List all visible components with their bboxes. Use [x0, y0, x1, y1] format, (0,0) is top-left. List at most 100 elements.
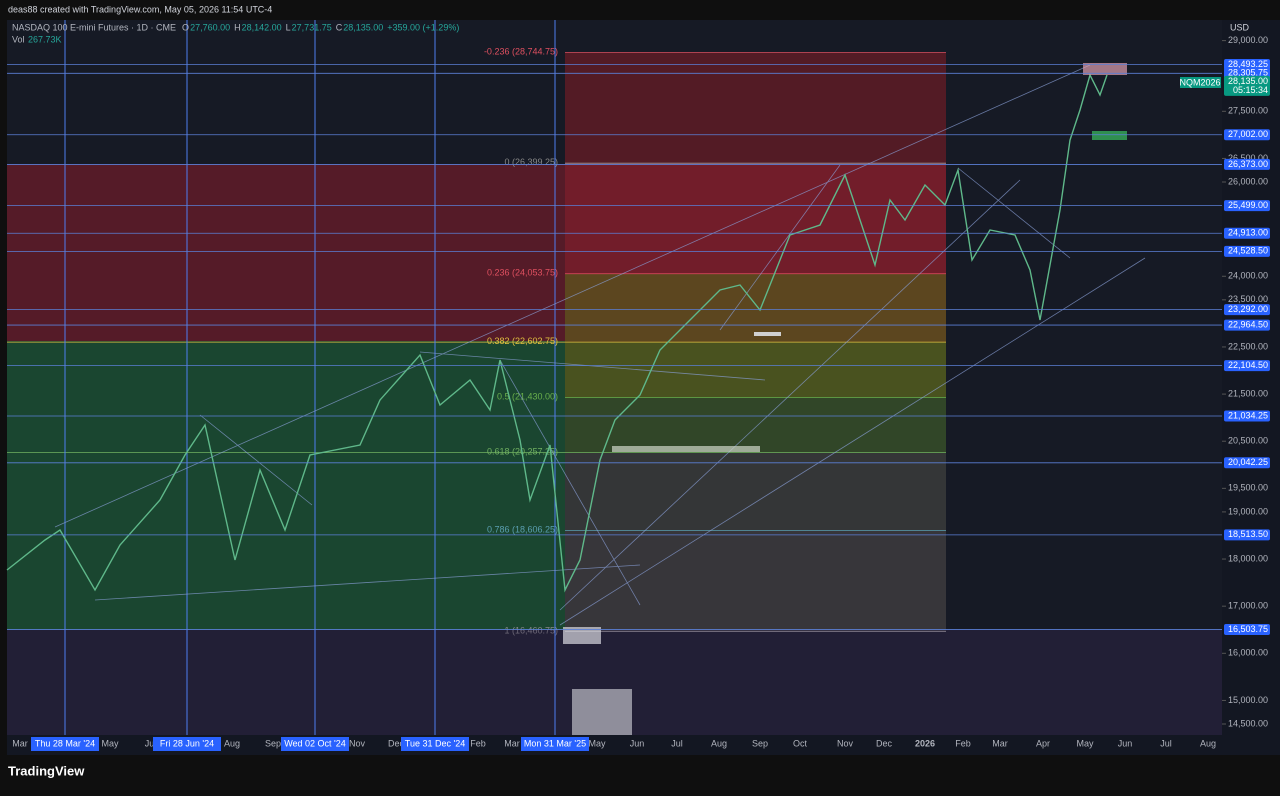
last-price-tag	[1224, 75, 1270, 96]
ohlc-value: 28,142.00	[242, 22, 282, 32]
x-tick-label: Jun	[145, 738, 160, 748]
y-tick-label: 15,000.00	[1228, 695, 1268, 705]
y-tick-label: 14,500.00	[1228, 718, 1268, 728]
level-tag	[1224, 129, 1270, 141]
x-tick-label: Jun	[630, 738, 645, 748]
level-tag	[1224, 245, 1270, 257]
x-tick-label: Aug	[1200, 738, 1216, 748]
level-tag	[1224, 227, 1270, 239]
y-tick-label: 18,000.00	[1228, 553, 1268, 563]
ohlc-key: O	[182, 22, 189, 32]
x-tick-label: Sep	[752, 738, 768, 748]
level-tag	[1224, 410, 1270, 422]
trend-line	[94, 564, 641, 601]
x-tick-label: Wed 02 Oct '24	[284, 738, 346, 748]
fib-zone	[565, 452, 946, 531]
x-tick-label: Tue 31 Dec '24	[405, 738, 465, 748]
y-tick-label: 21,500.00	[1228, 388, 1268, 398]
fib-zone	[565, 342, 946, 398]
x-tick-label: Mar	[504, 738, 520, 748]
x-tick-label: Sep	[265, 738, 281, 748]
date-highlight	[153, 737, 221, 751]
x-tick-label: Feb	[470, 738, 486, 748]
x-tick-label: Mar	[12, 738, 28, 748]
level-label: 23,292.00	[1228, 304, 1268, 314]
x-tick-label: Mar	[992, 738, 1008, 748]
trend-line	[199, 414, 313, 506]
level-tag	[1224, 529, 1270, 541]
level-label: 22,964.50	[1228, 319, 1268, 329]
x-tick-label: Thu 28 Mar '24	[35, 738, 95, 748]
level-label: 16,503.75	[1228, 624, 1268, 634]
level-tag	[1224, 360, 1270, 372]
trend-line	[54, 64, 1091, 528]
y-tick-label: 16,000.00	[1228, 648, 1268, 658]
date-highlight	[281, 737, 349, 751]
level-tag	[1224, 304, 1270, 316]
level-tag	[1224, 457, 1270, 469]
fib-label: 0.786 (18,606.25)	[487, 524, 558, 534]
level-tag	[1224, 624, 1270, 636]
marker	[1092, 131, 1127, 140]
y-tick-label: 20,500.00	[1228, 436, 1268, 446]
y-tick-label: 26,000.00	[1228, 176, 1268, 186]
level-label: 20,042.25	[1228, 457, 1268, 467]
x-tick-label: Aug	[711, 738, 727, 748]
zones: -0.236 (28,744.75) 0 (26,399.25) 0.236 (24…	[7, 47, 946, 635]
level-label: 18,513.50	[1228, 529, 1268, 539]
ohlc-value: 28,135.00	[343, 22, 383, 32]
level-tag	[1224, 319, 1270, 331]
x-tick-label: Jul	[671, 738, 683, 748]
price-line	[6, 73, 1108, 593]
brand: TradingView	[8, 763, 85, 778]
marker	[563, 627, 601, 644]
y-tick-label: 19,500.00	[1228, 483, 1268, 493]
level-label: 22,104.50	[1228, 360, 1268, 370]
vol-label: Vol	[12, 34, 25, 44]
level-label: 24,913.00	[1228, 228, 1268, 238]
change: +359.00 (+1.29%)	[387, 22, 459, 32]
x-tick-label: Nov	[837, 738, 854, 748]
fib-label: 0 (26,399.25)	[504, 157, 558, 167]
level-label: 26,373.00	[1228, 159, 1268, 169]
ohlc-value: 27,760.00	[190, 22, 230, 32]
date-highlight	[31, 737, 99, 751]
fib-label: 0.236 (24,053.75)	[487, 268, 558, 278]
y-tick-label: 19,000.00	[1228, 506, 1268, 516]
fib-label: 0.5 (21,430.00)	[497, 391, 558, 401]
x-tick-label: Jun	[1118, 738, 1133, 748]
x-tick-label: Fri 28 Jun '24	[160, 738, 214, 748]
x-tick-label: Nov	[349, 738, 366, 748]
y-tick-label: 29,000.00	[1228, 35, 1268, 45]
countdown: 05:15:34	[1233, 85, 1268, 95]
date-highlight	[521, 737, 589, 751]
fib-zone	[565, 530, 946, 632]
x-tick-label: May	[588, 738, 606, 748]
y-tick-label: 27,500.00	[1228, 106, 1268, 116]
ohlc-key: H	[234, 22, 241, 32]
level-tag	[1224, 200, 1270, 212]
vol-value: 267.73K	[28, 34, 62, 44]
currency: USD	[1230, 22, 1250, 32]
author-line: deas88 created with TradingView.com, May…	[8, 4, 272, 14]
vertical-lines	[64, 20, 556, 735]
level-label: 27,002.00	[1228, 129, 1268, 139]
marker	[612, 446, 760, 452]
last-price: 28,135.00	[1228, 76, 1268, 86]
marker	[1083, 63, 1127, 75]
level-label: 28,493.25	[1228, 59, 1268, 69]
ohlc-value: 27,731.75	[292, 22, 332, 32]
x-tick-label: Apr	[1036, 738, 1050, 748]
symbol-tag: NQM2026	[1179, 77, 1220, 87]
trend-line	[419, 351, 766, 381]
fib-label: 1 (16,460.75)	[504, 625, 558, 635]
y-tick-label: 26,500.00	[1228, 153, 1268, 163]
x-tick-label: 2026	[915, 738, 935, 748]
x-tick-label: May	[1076, 738, 1094, 748]
y-tick-label: 22,500.00	[1228, 341, 1268, 351]
trend-line	[559, 257, 1146, 626]
marker	[572, 689, 632, 735]
x-tick-label: Feb	[955, 738, 971, 748]
x-tick-label: Aug	[224, 738, 240, 748]
